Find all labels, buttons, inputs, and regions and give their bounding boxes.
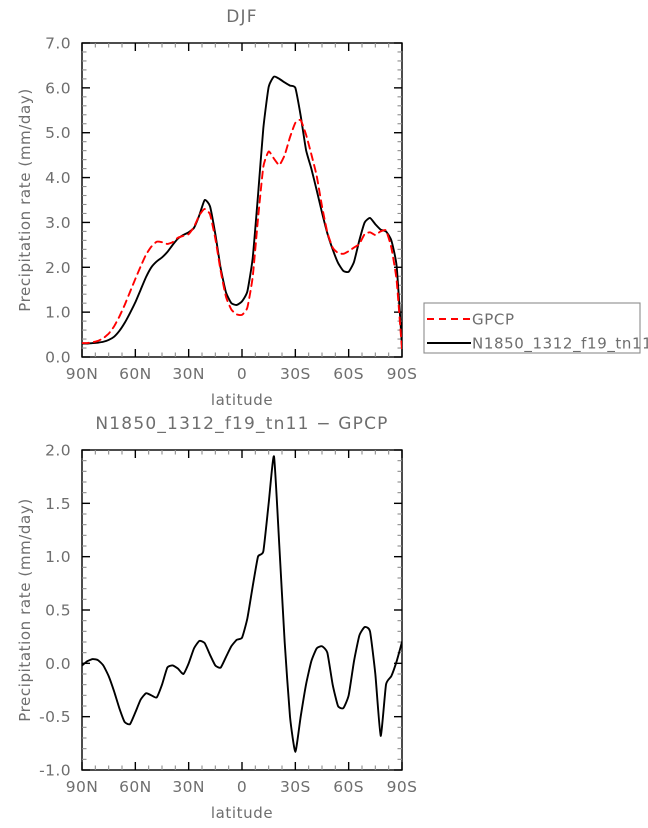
y-tick-label: 3.0 [45,214,71,232]
legend-box [423,302,641,354]
x-tick-label: 30N [172,365,205,383]
y-tick-label: 2.0 [45,442,71,460]
series-group [82,75,402,351]
y-tick-label: 1.0 [45,304,71,322]
x-tick-label: 30S [280,365,311,383]
legend[interactable]: GPCP N1850_1312_f19_tn11 [423,302,648,354]
y-tick-label: 5.0 [45,124,71,142]
series-path-n1850-1312-f19-tn11-gpcp [82,455,402,753]
x-tick-label: 0 [237,778,247,796]
series-path-n1850-1312-f19-tn11 [82,75,402,347]
plot-frame [81,42,403,358]
series-group [82,455,402,753]
x-tick-label: 30S [280,778,311,796]
y-tick-label: 7.0 [45,35,71,53]
x-tick-label: 90S [387,778,418,796]
x-tick-label: 60S [333,778,364,796]
y-tick-label: -1.0 [39,762,71,780]
x-tick-label: 0 [237,365,247,383]
y-tick-label: 0.5 [45,602,71,620]
x-tick-label: 60S [333,365,364,383]
y-tick-label: 0.0 [45,655,71,673]
y-tick-label: 1.5 [45,495,71,513]
legend-entry-n1850-1312-f19-tn11[interactable]: N1850_1312_f19_tn11 [427,335,648,354]
x-tick-label: 90N [66,778,99,796]
panel-bottom-panel: 90N 60N 30N 0 30S 60S 90S -1.0 -0.5 0.0 0.5 1.0 1.5 2… [16,414,417,822]
y-tick-label: -0.5 [39,708,71,726]
legend-label: GPCP [472,311,515,329]
y-tick-label: 4.0 [45,169,71,187]
x-tick-label: 90S [387,365,418,383]
x-tick-label: 60N [119,365,152,383]
series-path-gpcp [82,118,402,351]
y-tick-label: 1.0 [45,548,71,566]
x-tick-label: 30N [172,778,205,796]
plot-frame [81,449,403,771]
legend-entry-gpcp[interactable]: GPCP [427,311,515,329]
y-tick-label: 2.0 [45,259,71,277]
x-axis-title: latitude [211,804,273,822]
x-axis-title: latitude [211,391,273,409]
panel-top-panel: 90N 60N 30N 0 30S 60S 90S 0.0 1.0 2.0 3.0 4.0 5.0 6.0… [16,7,417,409]
y-tick-label: 6.0 [45,79,71,97]
y-axis-title: Precipitation rate (mm/day) [16,88,34,312]
legend-label: N1850_1312_f19_tn11 [472,335,648,354]
panel-title: N1850_1312_f19_tn11 − GPCP [95,414,388,434]
x-tick-label: 60N [119,778,152,796]
panel-title: DJF [226,7,257,27]
y-axis-title: Precipitation rate (mm/day) [16,498,34,722]
y-tick-label: 0.0 [45,349,71,367]
x-tick-label: 90N [66,365,99,383]
